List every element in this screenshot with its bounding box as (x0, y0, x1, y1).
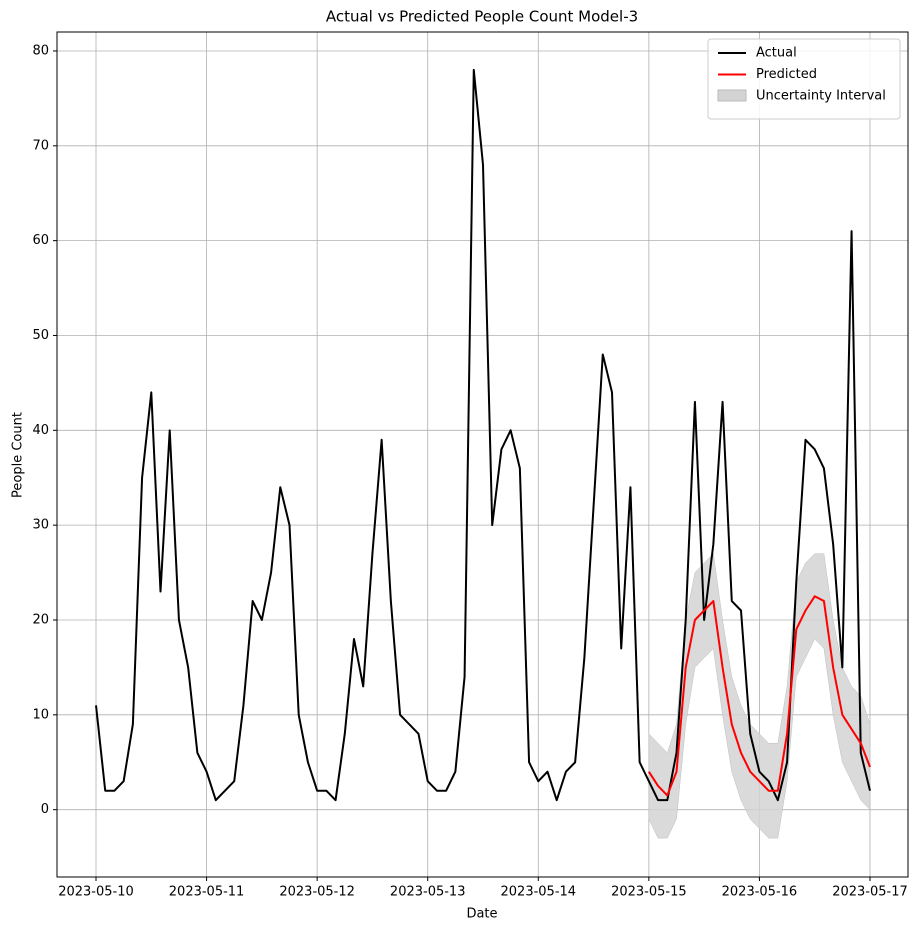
legend: Actual Predicted Uncertainty Interval (707, 38, 901, 120)
y-tick-label: 10 (32, 707, 49, 722)
y-axis-label: People Count (11, 412, 26, 498)
legend-label: Uncertainty Interval (756, 89, 886, 104)
x-axis-label: Date (466, 907, 497, 922)
legend-swatch (717, 89, 747, 102)
x-tick-label: 2023-05-14 (501, 885, 577, 900)
legend-box (707, 38, 901, 120)
y-tick-label: 0 (41, 802, 49, 817)
x-tick-label: 2023-05-17 (832, 885, 908, 900)
x-tick-label: 2023-05-13 (390, 885, 466, 900)
data-line (648, 595, 871, 797)
chart-title: Actual vs Predicted People Count Model-3 (326, 8, 638, 26)
data-line (95, 68, 871, 802)
y-tick-label: 30 (32, 518, 49, 533)
uncertainty-band (648, 553, 871, 839)
x-tick-label: 2023-05-11 (169, 885, 245, 900)
y-tick-label: 80 (32, 43, 49, 58)
x-tick-label: 2023-05-15 (611, 885, 687, 900)
legend-label: Predicted (756, 67, 817, 82)
plot-frame (56, 31, 909, 878)
y-tick-label: 20 (32, 612, 49, 627)
x-tick-label: 2023-05-12 (279, 885, 355, 900)
y-tick-label: 70 (32, 138, 49, 153)
x-tick-label: 2023-05-10 (58, 885, 134, 900)
y-tick-label: 50 (32, 328, 49, 343)
y-tick-label: 40 (32, 423, 49, 438)
y-tick-label: 60 (32, 233, 49, 248)
x-tick-label: 2023-05-16 (722, 885, 798, 900)
legend-label: Actual (756, 46, 797, 61)
